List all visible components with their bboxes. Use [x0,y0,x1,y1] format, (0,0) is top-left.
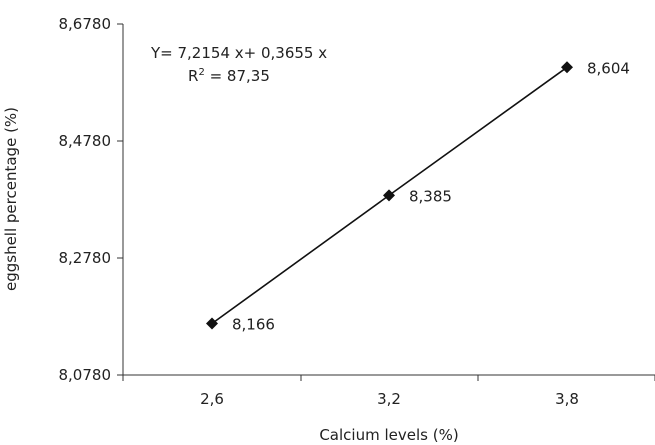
data-label: 8,166 [232,316,275,334]
r-squared-superscript: 2 [198,67,204,78]
data-point-marker [383,189,395,202]
r-squared-value: = 87,35 [205,67,270,85]
data-label: 8,385 [409,187,452,205]
data-point-marker [206,317,218,330]
data-label: 8,604 [587,59,630,77]
y-tick-label: 8,4780 [59,132,112,150]
x-tick-label: 3,2 [377,390,401,408]
regression-equation: Y= 7,2154 x+ 0,3655 x [150,44,327,62]
axes [122,24,655,376]
y-axis-title: eggshell percentage (%) [2,107,20,291]
data-series [206,61,573,330]
axis-ticks: 8,0780 8,2780 8,4780 8,6780 2,6 3,2 3,8 [59,15,655,408]
y-tick-label: 8,0780 [59,366,112,384]
y-tick-label: 8,6780 [59,15,112,33]
x-axis-title: Calcium levels (%) [319,426,458,444]
x-tick-label: 3,8 [555,390,579,408]
r-squared-prefix: R [188,67,198,85]
x-tick-label: 2,6 [200,390,224,408]
data-point-marker [561,61,573,74]
y-tick-label: 8,2780 [59,249,112,267]
r-squared-label: R2 = 87,35 [188,67,270,85]
data-labels: 8,166 8,385 8,604 [232,59,630,333]
